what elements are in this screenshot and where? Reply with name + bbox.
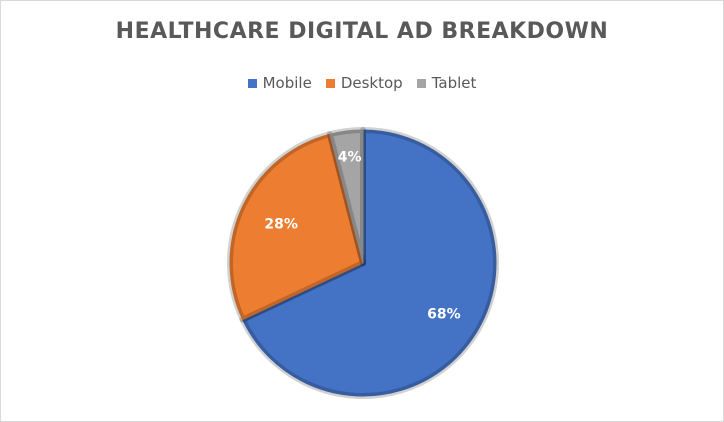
legend-swatch-desktop bbox=[325, 78, 335, 88]
legend-label-mobile: Mobile bbox=[262, 74, 312, 92]
pie-slice-edge-desktop bbox=[227, 131, 366, 323]
pie-slice-edge-mobile bbox=[239, 127, 499, 399]
legend-swatch-tablet bbox=[416, 78, 426, 88]
legend-label-desktop: Desktop bbox=[340, 74, 403, 92]
pie-slice-desktop bbox=[229, 133, 364, 321]
data-label-mobile: 68% bbox=[427, 306, 461, 322]
legend: Mobile Desktop Tablet bbox=[1, 74, 723, 92]
pie-slice-tablet bbox=[329, 129, 364, 264]
legend-item-mobile: Mobile bbox=[247, 74, 312, 92]
legend-label-tablet: Tablet bbox=[431, 74, 477, 92]
chart-title: HEALTHCARE DIGITAL AD BREAKDOWN bbox=[115, 19, 609, 44]
data-label-tablet: 4% bbox=[338, 149, 362, 165]
legend-item-desktop: Desktop bbox=[325, 74, 403, 92]
legend-item-tablet: Tablet bbox=[416, 74, 477, 92]
pie-slice-mobile bbox=[241, 129, 497, 397]
pie-slice-edge-tablet bbox=[326, 127, 366, 266]
data-label-desktop: 28% bbox=[264, 216, 298, 232]
legend-swatch-mobile bbox=[247, 78, 257, 88]
